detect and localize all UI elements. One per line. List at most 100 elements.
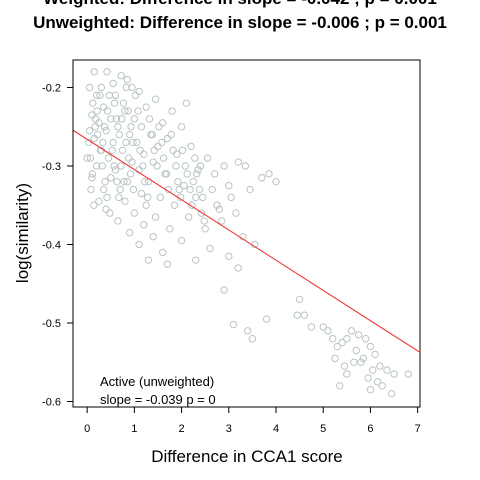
data-point [189, 177, 198, 186]
data-point [200, 217, 208, 225]
data-point [91, 123, 99, 131]
data-point [336, 382, 344, 390]
x-tick-label: 7 [415, 423, 421, 435]
data-point [234, 264, 242, 272]
data-point [197, 209, 206, 217]
data-point [364, 374, 372, 382]
data-point [96, 91, 104, 100]
annotation-line-2: slope = -0.039 p = 0 [100, 392, 216, 407]
data-point [156, 193, 165, 202]
data-point [87, 185, 95, 194]
data-point [184, 213, 193, 221]
data-point [232, 209, 240, 217]
data-point [104, 154, 113, 162]
data-point [187, 142, 195, 151]
data-point [166, 225, 174, 233]
regression-line [72, 129, 421, 353]
data-point [88, 170, 97, 178]
data-point [359, 354, 368, 363]
data-point [99, 185, 108, 194]
data-point [183, 170, 191, 178]
data-point [88, 174, 96, 182]
data-point [149, 158, 157, 166]
data-point [149, 232, 157, 241]
data-point [173, 150, 181, 158]
data-point [354, 331, 363, 339]
data-point [130, 115, 139, 123]
data-point [91, 115, 100, 123]
data-point [130, 209, 139, 217]
data-point [109, 79, 117, 88]
data-point [106, 209, 114, 217]
data-point [113, 177, 121, 186]
data-point [116, 185, 124, 194]
x-tick-label: 2 [179, 423, 185, 435]
data-point [192, 256, 200, 264]
data-point [134, 107, 142, 115]
data-point [162, 170, 171, 178]
data-point [366, 342, 375, 351]
data-point [145, 115, 154, 123]
data-point [95, 119, 103, 127]
x-axis-label: Difference in CCA1 score [151, 447, 343, 466]
data-point [227, 193, 235, 202]
x-tick-label: 4 [273, 423, 279, 435]
data-point [177, 123, 186, 131]
data-point [107, 115, 115, 123]
data-point [127, 123, 135, 131]
data-point [111, 91, 120, 100]
data-point [125, 229, 134, 237]
data-point [114, 123, 122, 131]
data-point [220, 162, 228, 170]
data-point [343, 334, 351, 343]
y-tick-label: -0.2 [42, 82, 61, 94]
data-point [178, 146, 187, 154]
data-point [218, 217, 226, 225]
data-point [373, 378, 382, 386]
data-point [191, 154, 199, 162]
data-point [369, 366, 377, 374]
y-axis-label: log(similarity) [13, 183, 32, 283]
data-point [92, 162, 101, 170]
chart-title-line-2: Unweighted: Difference in slope = -0.006… [33, 13, 447, 32]
data-point [159, 248, 167, 257]
data-point [177, 236, 186, 245]
data-point [319, 323, 327, 331]
x-tick-label: 1 [131, 423, 137, 435]
data-point [300, 311, 309, 319]
data-point [131, 91, 140, 100]
data-point [112, 115, 121, 123]
data-point [135, 240, 143, 249]
data-point [155, 123, 163, 131]
data-point [97, 83, 106, 92]
data-point [357, 358, 365, 366]
data-point [258, 174, 266, 182]
data-point [331, 354, 339, 363]
points-layer [83, 68, 412, 398]
data-point [215, 205, 224, 213]
data-point [180, 181, 188, 190]
y-tick-label: -0.4 [42, 239, 61, 251]
data-point [170, 201, 179, 209]
chart-title-line-1: Weighted: Difference in slope = -0.042 ;… [43, 0, 437, 8]
data-point [115, 130, 123, 139]
data-point [90, 201, 98, 209]
data-point [338, 338, 346, 347]
data-point [167, 130, 175, 139]
data-point [98, 162, 106, 170]
data-point [90, 134, 98, 143]
data-point [117, 162, 125, 170]
data-point [123, 177, 131, 186]
data-point [210, 170, 219, 178]
data-point [246, 185, 254, 194]
data-point [90, 68, 98, 76]
data-point [119, 99, 128, 107]
data-point [102, 126, 110, 135]
data-point [100, 123, 109, 131]
data-point [111, 166, 120, 174]
data-point [307, 323, 316, 331]
data-point [206, 244, 214, 253]
data-point [128, 83, 136, 92]
data-point [328, 334, 337, 343]
